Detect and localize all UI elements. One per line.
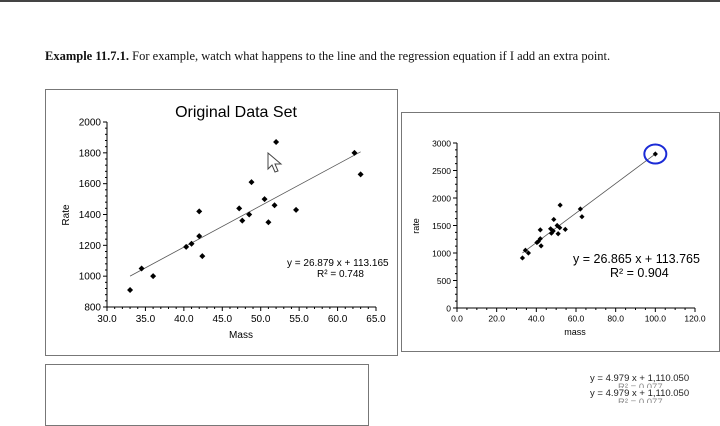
data-point: [273, 139, 280, 146]
x-tick-label: 120.0: [684, 314, 706, 324]
page-top-rule: [0, 0, 720, 2]
data-point: [293, 206, 300, 213]
data-point: [236, 205, 243, 212]
y-tick-label: 1000: [79, 272, 102, 283]
data-point: [357, 171, 364, 178]
y-tick-label: 800: [84, 303, 101, 314]
data-point: [537, 227, 543, 233]
x-tick-label: 40.0: [174, 314, 194, 325]
y-axis-label: rate: [411, 218, 421, 234]
data-point: [196, 208, 203, 215]
example-label: Example 11.7.1.: [45, 49, 130, 63]
y-tick-label: 2000: [79, 118, 102, 129]
data-point: [351, 149, 358, 156]
data-point: [551, 216, 557, 223]
x-tick-label: 60.0: [328, 314, 348, 325]
data-point: [557, 202, 563, 208]
x-tick-label: 65.0: [366, 314, 386, 325]
y-tick-label: 1600: [79, 179, 102, 190]
y-tick-label: 500: [437, 276, 451, 286]
y-tick-label: 1000: [432, 249, 451, 259]
data-point: [127, 287, 134, 294]
data-point: [261, 196, 268, 203]
data-point: [562, 226, 568, 232]
equation-ghost-1: R² = 0.077: [618, 382, 663, 388]
y-tick-label: 1200: [79, 241, 102, 252]
data-point: [271, 202, 278, 209]
x-tick-label: 45.0: [213, 314, 233, 325]
example-text: For example, watch what happens to the l…: [132, 49, 611, 63]
data-point: [248, 179, 255, 186]
mouse-pointer-icon: [267, 152, 283, 173]
x-tick-label: 60.0: [568, 314, 585, 324]
x-tick-label: 80.0: [607, 314, 624, 324]
trendline: [522, 153, 656, 254]
x-axis-label: Mass: [229, 330, 253, 341]
data-point: [246, 211, 253, 218]
trendline: [129, 151, 361, 277]
y-tick-label: 2000: [432, 194, 451, 204]
highlight-circle: [643, 143, 668, 165]
x-tick-label: 50.0: [251, 314, 271, 325]
chart-with-extra-point: rate mass 0 500 1000 1500 2000 2500 3000 0.0 20.…: [411, 139, 706, 338]
data-point: [196, 233, 203, 240]
y-tick-label: 1800: [79, 148, 102, 159]
x-tick-label: 30.0: [97, 314, 117, 325]
x-tick-label: 0.0: [451, 314, 463, 324]
chart-original-panel: Original Data Set Rate Mass 800 1000 1200 1…: [45, 89, 398, 356]
data-point: [519, 255, 526, 261]
data-point: [538, 243, 544, 249]
equation-fragment-2: y = 4.979 x + 1,110.050: [590, 388, 690, 399]
data-point: [199, 253, 206, 260]
chart-title: Original Data Set: [175, 104, 297, 121]
y-tick-label: 1400: [79, 210, 102, 221]
x-tick-label: 100.0: [645, 314, 667, 324]
y-tick-label: 0: [446, 304, 451, 314]
chart-with-extra-point-panel: rate mass 0 500 1000 1500 2000 2500 3000 0.0 20.…: [401, 112, 720, 352]
x-tick-label: 20.0: [488, 314, 505, 324]
regression-equation: y = 26.879 x + 113.165: [287, 258, 389, 269]
data-point: [239, 217, 246, 224]
chart-third-panel: [45, 364, 369, 426]
data-point: [579, 214, 585, 220]
data-point: [522, 247, 529, 253]
x-tick-label: 40.0: [528, 314, 545, 324]
data-point: [535, 238, 541, 245]
equation-fragment-1: y = 4.979 x + 1,110.050: [590, 373, 690, 384]
y-tick-label: 1500: [432, 221, 451, 231]
data-point: [555, 231, 561, 237]
y-tick-label: 2500: [432, 166, 451, 176]
r-squared: R² = 0.904: [610, 266, 669, 280]
example-paragraph: Example 11.7.1. For example, watch what …: [45, 48, 717, 65]
chart-original: Original Data Set Rate Mass 800 1000 1200 1…: [61, 104, 389, 341]
data-point: [265, 219, 272, 226]
data-point: [183, 243, 190, 250]
data-point: [138, 265, 145, 272]
x-tick-label: 55.0: [289, 314, 309, 325]
x-tick-label: 35.0: [136, 314, 156, 325]
data-point: [537, 236, 543, 242]
equation-ghost-2: R² = 0.077: [618, 397, 663, 403]
y-axis-label: Rate: [61, 204, 72, 226]
regression-equation: y = 26.865 x + 113.765: [573, 252, 700, 266]
r-squared: R² = 0.748: [317, 269, 364, 280]
x-axis-label: mass: [564, 327, 586, 337]
y-tick-label: 3000: [432, 139, 451, 149]
data-point: [188, 240, 195, 247]
data-point: [150, 273, 157, 280]
